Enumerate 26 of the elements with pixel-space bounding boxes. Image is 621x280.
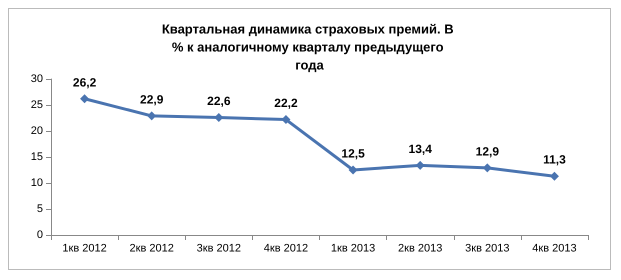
x-tick-label: 4кв 2013 [532, 242, 577, 254]
point [550, 172, 559, 181]
x-tick-label: 3кв 2012 [196, 242, 241, 254]
x-tick-label: 2кв 2013 [398, 242, 442, 254]
y-tick-label: 20 [30, 125, 43, 137]
data-label: 22,6 [207, 94, 231, 108]
data-label: 22,9 [140, 92, 164, 106]
data-label: 26,2 [72, 75, 97, 90]
y-tick-label: 0 [36, 229, 43, 241]
y-tick-label: 10 [30, 177, 43, 189]
x-tick-label: 1кв 2013 [330, 242, 376, 254]
y-tick-label: 25 [30, 99, 43, 111]
data-label: 12,5 [341, 146, 366, 160]
x-tick-label: 3кв 2013 [465, 242, 510, 254]
y-tick-label: 30 [30, 73, 43, 85]
data-label: 13,4 [408, 142, 432, 156]
y-tick-label: 15 [30, 151, 43, 163]
x-tick-label: 1кв 2012 [62, 242, 107, 254]
data-label: 12,9 [476, 144, 500, 158]
x-tick-label: 2кв 2012 [130, 242, 174, 254]
x-tick-label: 4кв 2012 [264, 242, 308, 254]
point [80, 94, 90, 104]
chart-title: Квартальная динамика страховых премий. В % к аналогичному кварталу предыдущего года [162, 22, 458, 72]
data-label: 11,3 [543, 152, 566, 167]
data-label: 22,2 [274, 96, 298, 110]
y-tick-label: 5 [36, 203, 43, 215]
